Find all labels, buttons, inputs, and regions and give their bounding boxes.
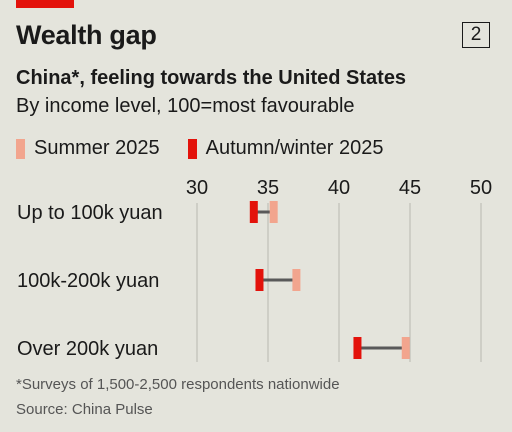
chart-title: Wealth gap <box>16 20 157 50</box>
x-tick-label: 50 <box>470 177 492 199</box>
source-note: Source: China Pulse <box>16 401 153 418</box>
accent-bar <box>16 0 74 8</box>
legend-swatch-autumn <box>187 138 197 159</box>
marker-autumn <box>255 269 264 291</box>
marker-autumn <box>353 337 362 359</box>
legend-item-summer: Summer 2025 <box>16 137 160 160</box>
footnote: *Surveys of 1,500-2,500 respondents nati… <box>16 376 340 393</box>
legend-swatch-summer <box>16 138 25 159</box>
category-label: 100k-200k yuan <box>17 270 159 292</box>
legend-item-autumn: Autumn/winter 2025 <box>187 137 384 160</box>
legend-label-autumn: Autumn/winter 2025 <box>205 137 384 159</box>
x-tick-label: 45 <box>399 177 421 199</box>
marker-autumn <box>249 201 258 223</box>
x-tick-label: 30 <box>186 177 208 199</box>
marker-summer <box>292 269 301 291</box>
chart-subtitle: China*, feeling towards the United State… <box>16 67 407 89</box>
marker-summer <box>401 337 410 359</box>
chart-number-badge: 2 <box>462 22 490 48</box>
x-tick-label: 40 <box>328 177 350 199</box>
marker-summer <box>269 201 278 223</box>
category-label: Up to 100k yuan <box>17 202 163 224</box>
category-label: Over 200k yuan <box>17 338 158 360</box>
legend: Summer 2025 Autumn/winter 2025 <box>16 137 412 160</box>
chart-description: By income level, 100=most favourable <box>16 95 355 117</box>
legend-label-summer: Summer 2025 <box>34 137 160 159</box>
x-tick-label: 35 <box>257 177 279 199</box>
